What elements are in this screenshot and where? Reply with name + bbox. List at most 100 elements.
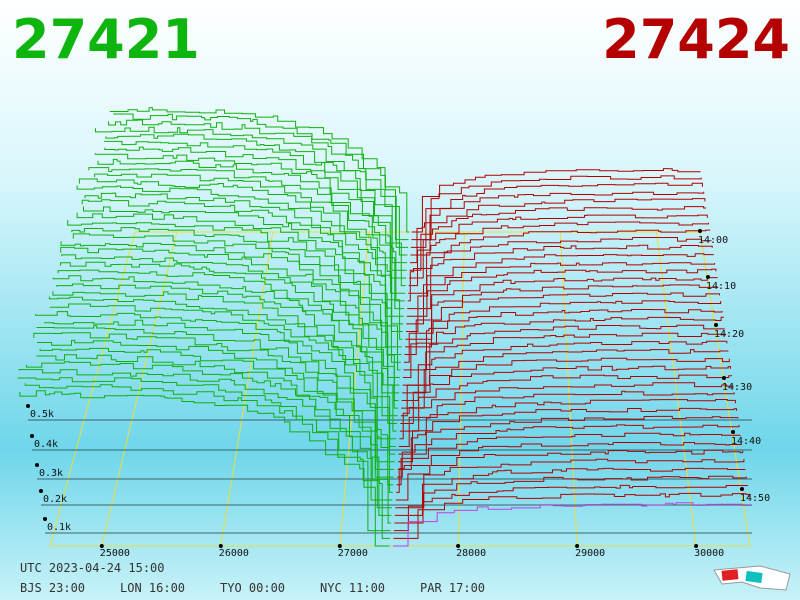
depth-tick (39, 489, 43, 493)
bid-curve (26, 361, 392, 516)
utc-time: UTC 2023-04-24 15:00 (20, 561, 165, 575)
ask-curve (404, 300, 722, 363)
bid-curve (88, 167, 405, 302)
bid-curve (52, 291, 397, 440)
bid-curve (19, 390, 390, 547)
bid-curve (33, 332, 394, 486)
ask-curve (410, 182, 703, 248)
time-tick (706, 275, 710, 279)
ask-curve (411, 175, 702, 241)
ask-curve (410, 191, 705, 256)
ask-curve (409, 206, 707, 271)
zone-time: NYC 11:00 (320, 581, 385, 595)
bid-curve (84, 192, 403, 333)
base-left (49, 231, 136, 547)
ask-curve (394, 467, 746, 516)
ask-curve (400, 357, 730, 417)
ask-curve (397, 415, 739, 470)
bid-price: 27421 (12, 8, 200, 71)
ask-curve (402, 324, 725, 386)
ask-curve (397, 424, 740, 478)
ask-curve (408, 229, 711, 294)
ask-curve (408, 221, 709, 287)
ask-curve (398, 407, 738, 463)
x-tick (218, 544, 223, 548)
x-tick (694, 544, 699, 548)
depth-tick (26, 404, 30, 408)
bid-curve (76, 212, 402, 356)
ask-curve (403, 309, 723, 371)
ask-curve (396, 432, 741, 486)
bid-curve (57, 269, 398, 417)
bid-curve (61, 254, 399, 401)
x-tick (337, 544, 342, 548)
x-grid-line (101, 231, 178, 547)
x-tick-label: 25000 (100, 548, 130, 559)
bid-curve (109, 107, 410, 233)
zone-time: TYO 00:00 (220, 581, 285, 595)
bid-curve (78, 178, 404, 317)
ask-curve (401, 340, 728, 401)
zone-time: LON 16:00 (120, 581, 185, 595)
ask-curve (398, 399, 736, 455)
time-label: 14:10 (706, 281, 736, 292)
depth-label: 0.5k (30, 409, 54, 420)
time-tick (731, 430, 735, 434)
x-grid-line (457, 231, 465, 547)
bid-curve (49, 303, 396, 455)
time-label: 14:20 (714, 329, 744, 340)
glasses-icon (713, 565, 791, 591)
time-tick (722, 376, 726, 380)
ask-curve (407, 244, 713, 310)
x-tick-label: 28000 (456, 548, 486, 559)
ask-curve (404, 284, 719, 348)
bid-curve (17, 377, 391, 532)
ask-curve (401, 349, 729, 409)
depth-curves (17, 107, 751, 547)
ask-curve (409, 214, 708, 279)
bid-curve (44, 319, 395, 470)
x-tick (99, 544, 104, 548)
time-tick (714, 323, 718, 327)
ask-curve (399, 374, 733, 432)
bid-curve (36, 325, 394, 478)
bid-curve (76, 185, 404, 325)
ask-curve (404, 292, 720, 356)
ask-curve (393, 484, 749, 532)
ask-curve (396, 442, 742, 493)
bid-curve (71, 227, 401, 371)
ask-curve (399, 382, 734, 440)
bid-curve (24, 383, 390, 539)
x-tick (456, 544, 461, 548)
ask-curve (406, 253, 714, 317)
bid-curve (97, 158, 406, 294)
zone-time: BJS 23:00 (20, 581, 85, 595)
ask-curve (411, 168, 701, 233)
ask-curve (405, 268, 717, 333)
bid-curve (56, 283, 397, 432)
bid-curve (113, 113, 409, 241)
x-tick (575, 544, 580, 548)
bid-curve (18, 369, 391, 524)
x-tick-label: 26000 (219, 548, 249, 559)
time-label: 14:30 (722, 382, 752, 393)
x-tick-label: 30000 (694, 548, 724, 559)
ask-curve (395, 449, 744, 501)
depth-label: 0.3k (39, 468, 63, 479)
ask-curve (400, 365, 731, 424)
bid-curve (72, 233, 400, 379)
bid-curve (35, 311, 395, 463)
ask-curve (394, 475, 747, 524)
ask-curve (403, 316, 724, 379)
bid-curve (103, 140, 407, 271)
x-tick-label: 29000 (575, 548, 605, 559)
ask-curve (405, 277, 718, 340)
depth-label: 0.4k (34, 439, 58, 450)
depth-tick (30, 434, 34, 438)
bid-curve (60, 241, 400, 386)
ask-curve (395, 458, 745, 509)
bid-curve (39, 347, 393, 501)
x-tick-label: 27000 (338, 548, 368, 559)
